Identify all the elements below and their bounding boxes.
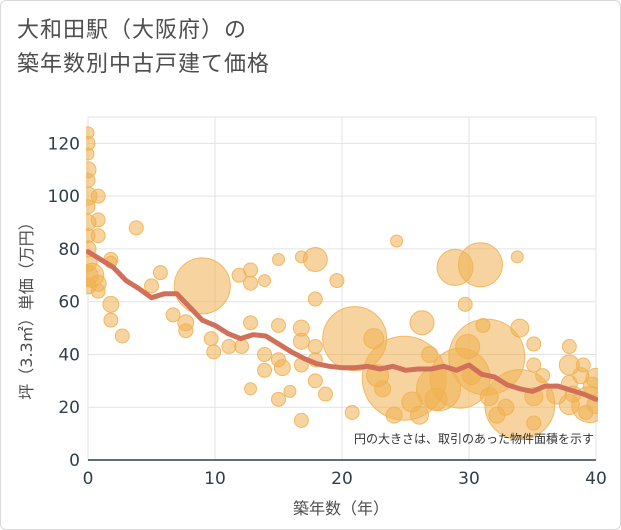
bubble-point xyxy=(317,386,333,402)
bubble-point xyxy=(575,357,591,373)
bubble-point xyxy=(234,339,250,355)
bubble-point xyxy=(152,265,168,281)
bubble-point xyxy=(535,368,551,384)
bubble-point xyxy=(385,406,403,424)
bubble-point xyxy=(497,398,515,416)
bubble-point xyxy=(475,317,491,333)
bubble-point xyxy=(322,306,388,372)
bubble-point xyxy=(243,315,259,331)
y-tick-label: 0 xyxy=(69,451,80,471)
trend-line xyxy=(86,249,598,402)
bubble-point xyxy=(479,387,499,407)
bubble-point xyxy=(424,387,448,411)
bubble-point xyxy=(409,405,429,425)
x-tick-label: 0 xyxy=(83,469,94,489)
bubble-point xyxy=(144,278,159,294)
bubble-point xyxy=(102,295,120,313)
bubble-point xyxy=(363,328,385,350)
y-tick-labels: 0 20 40 60 80 100 120 xyxy=(48,134,80,471)
bubble-point xyxy=(329,273,345,289)
bubble-point xyxy=(90,188,106,204)
bubble-size-note: 円の大きさは、取引のあった物件面積を示す xyxy=(354,431,594,446)
bubble-point xyxy=(103,312,119,328)
bubble-point xyxy=(421,345,439,363)
bubble-point xyxy=(526,357,542,373)
bubble-point xyxy=(510,318,530,338)
bubble-point xyxy=(114,328,130,344)
bubble-point xyxy=(243,262,259,278)
bubble-point xyxy=(283,384,297,398)
x-tick-label: 10 xyxy=(204,469,226,489)
bubble-point xyxy=(390,234,404,248)
y-axis-label: 坪（3.3㎡）単価（万円） xyxy=(17,214,36,399)
bubble-point xyxy=(257,346,273,362)
bubble-point xyxy=(90,228,106,244)
bubble-point xyxy=(128,220,144,236)
bubble-point xyxy=(292,332,310,350)
bubble-point xyxy=(86,172,96,188)
bubble-point xyxy=(293,412,309,428)
bubble-point xyxy=(257,362,273,378)
bubble-point xyxy=(510,250,524,264)
bubble-point xyxy=(206,344,222,360)
bubble-point xyxy=(578,405,594,421)
x-tick-label: 20 xyxy=(331,469,353,489)
y-tick-label: 40 xyxy=(58,345,80,365)
bubble-point xyxy=(457,296,473,312)
bubble-point xyxy=(258,274,272,288)
bubble-point xyxy=(90,283,106,299)
bubble-point xyxy=(221,339,237,355)
y-tick-label: 20 xyxy=(58,398,80,418)
bubble-point xyxy=(272,252,285,266)
bubble-point xyxy=(526,415,542,431)
bubble-point xyxy=(86,126,95,140)
x-tick-label: 30 xyxy=(458,469,480,489)
chart-title: 大和田駅（大阪府）の 築年数別中古戸建て価格 xyxy=(17,14,270,82)
chart-title-line-1: 大和田駅（大阪府）の xyxy=(17,18,248,43)
bubble-point xyxy=(271,352,286,368)
x-tick-labels: 0 10 20 30 40 xyxy=(83,469,607,489)
y-tick-label: 60 xyxy=(58,293,80,313)
y-tick-label: 80 xyxy=(58,240,80,260)
bubble-point xyxy=(203,331,219,347)
bubble-point xyxy=(294,250,308,264)
bubble-point xyxy=(436,248,474,286)
bubble-point xyxy=(165,307,181,323)
bubble-point xyxy=(90,212,106,228)
bubble-point xyxy=(86,199,96,215)
bubble-point xyxy=(271,391,286,407)
bubble-point xyxy=(409,310,435,336)
bubble-point xyxy=(178,323,194,339)
trend-line-layer xyxy=(86,249,598,402)
bubble-point xyxy=(374,380,392,398)
bubble-point xyxy=(344,405,360,421)
bubble-point xyxy=(307,373,323,389)
bubble-point xyxy=(86,147,95,161)
y-tick-label: 100 xyxy=(48,187,80,207)
bubble-point xyxy=(561,339,577,355)
y-tick-label: 120 xyxy=(48,134,80,154)
bubble-point xyxy=(455,334,481,360)
bubble-point xyxy=(243,275,259,291)
bubble-point xyxy=(526,336,542,352)
chart-title-line-2: 築年数別中古戸建て価格 xyxy=(17,52,271,77)
bubble-point xyxy=(307,291,323,307)
bubble-point xyxy=(244,382,258,396)
x-tick-label: 40 xyxy=(585,469,607,489)
bubble-point xyxy=(271,317,286,333)
x-axis-label: 築年数（年） xyxy=(293,499,389,518)
bubble-point xyxy=(307,339,323,355)
bubble-point xyxy=(173,257,231,315)
